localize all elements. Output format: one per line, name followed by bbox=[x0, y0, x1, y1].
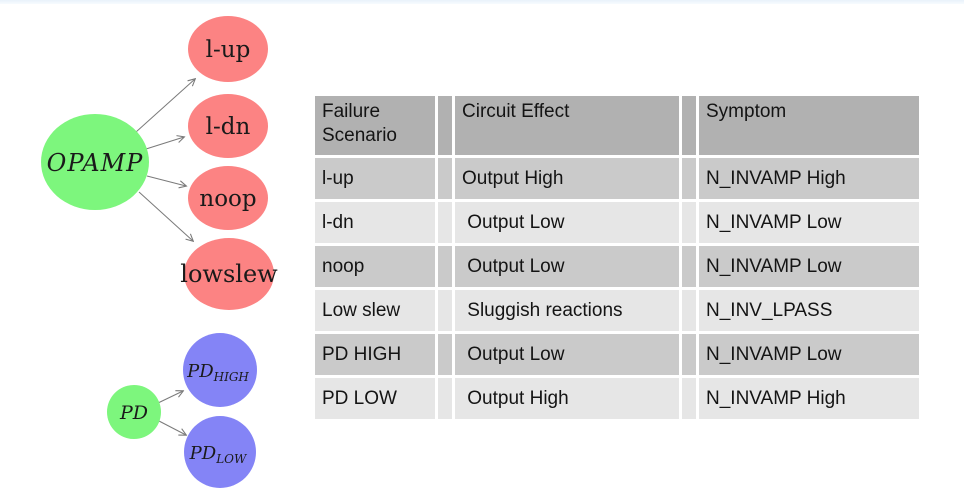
cell-effect: Sluggish reactions bbox=[455, 290, 679, 331]
node-noop-ellipse bbox=[188, 166, 268, 230]
cell-symptom: N_INV_LPASS bbox=[699, 290, 919, 331]
node-pd-circle bbox=[107, 385, 161, 439]
opamp-tree-edges bbox=[135, 79, 195, 241]
node-pdlow-label: PDLOW bbox=[189, 443, 248, 466]
cell-symptom: N_INVAMP Low bbox=[699, 246, 919, 287]
pd-tree-edges bbox=[157, 391, 186, 435]
cell-effect: Output Low bbox=[455, 246, 679, 287]
cell-symptom: N_INVAMP Low bbox=[699, 202, 919, 243]
cell-spacer bbox=[682, 158, 696, 199]
node-lowslew-ellipse bbox=[184, 238, 274, 310]
header-spacer-1 bbox=[438, 96, 452, 155]
edge-opamp-lowslew bbox=[138, 191, 193, 241]
cell-spacer bbox=[682, 202, 696, 243]
edge-opamp-ldn bbox=[145, 137, 184, 150]
fault-tree-diagram: OPAMP l-up l-dn noop lowslew PD PDHIGH P… bbox=[41, 16, 278, 488]
edge-pd-pdlow bbox=[158, 420, 186, 435]
header-symptom: Symptom bbox=[699, 96, 919, 155]
table-row: PD HIGH Output Low N_INVAMP Low bbox=[315, 334, 919, 375]
cell-symptom: N_INVAMP Low bbox=[699, 334, 919, 375]
cell-effect: Output Low bbox=[455, 334, 679, 375]
cell-spacer bbox=[682, 334, 696, 375]
header-failure-scenario: Failure Scenario bbox=[315, 96, 435, 155]
node-lup-label: l-up bbox=[206, 37, 251, 63]
node-pdhigh-label: PDHIGH bbox=[186, 361, 249, 384]
node-ldn-ellipse bbox=[188, 94, 268, 158]
cell-scenario: Low slew bbox=[315, 290, 435, 331]
cell-scenario: PD LOW bbox=[315, 378, 435, 419]
node-ldn-label: l-dn bbox=[206, 114, 251, 140]
cell-spacer bbox=[438, 290, 452, 331]
cell-spacer bbox=[438, 158, 452, 199]
table-row: l-dn Output Low N_INVAMP Low bbox=[315, 202, 919, 243]
cell-symptom: N_INVAMP High bbox=[699, 158, 919, 199]
cell-effect: Output High bbox=[455, 378, 679, 419]
window-top-edge bbox=[0, 0, 964, 4]
cell-scenario: PD HIGH bbox=[315, 334, 435, 375]
cell-scenario: l-dn bbox=[315, 202, 435, 243]
cell-spacer bbox=[438, 246, 452, 287]
table-row: l-up Output High N_INVAMP High bbox=[315, 158, 919, 199]
node-pdlow-circle bbox=[184, 416, 256, 488]
header-spacer-2 bbox=[682, 96, 696, 155]
edge-opamp-lup bbox=[135, 79, 195, 133]
edge-pd-pdhigh bbox=[157, 391, 183, 404]
table-row: Low slew Sluggish reactions N_INV_LPASS bbox=[315, 290, 919, 331]
node-lup-ellipse bbox=[188, 16, 268, 82]
cell-scenario: noop bbox=[315, 246, 435, 287]
failure-scenario-table: Failure Scenario Circuit Effect Symptom … bbox=[312, 93, 922, 422]
cell-spacer bbox=[682, 246, 696, 287]
node-pd-label: PD bbox=[119, 402, 148, 424]
table-row: noop Output Low N_INVAMP Low bbox=[315, 246, 919, 287]
cell-spacer bbox=[438, 378, 452, 419]
cell-spacer bbox=[438, 202, 452, 243]
edge-opamp-noop bbox=[146, 175, 186, 186]
header-circuit-effect: Circuit Effect bbox=[455, 96, 679, 155]
cell-symptom: N_INVAMP High bbox=[699, 378, 919, 419]
table-row: PD LOW Output High N_INVAMP High bbox=[315, 378, 919, 419]
node-noop-label: noop bbox=[199, 186, 256, 212]
cell-effect: Output High bbox=[455, 158, 679, 199]
node-opamp-ellipse bbox=[41, 114, 149, 210]
table-header-row: Failure Scenario Circuit Effect Symptom bbox=[315, 96, 919, 155]
node-opamp-label: OPAMP bbox=[47, 149, 144, 177]
cell-spacer bbox=[682, 378, 696, 419]
cell-spacer bbox=[438, 334, 452, 375]
cell-effect: Output Low bbox=[455, 202, 679, 243]
cell-scenario: l-up bbox=[315, 158, 435, 199]
node-lowslew-label: lowslew bbox=[180, 260, 278, 288]
cell-spacer bbox=[682, 290, 696, 331]
node-pdhigh-circle bbox=[183, 333, 257, 407]
